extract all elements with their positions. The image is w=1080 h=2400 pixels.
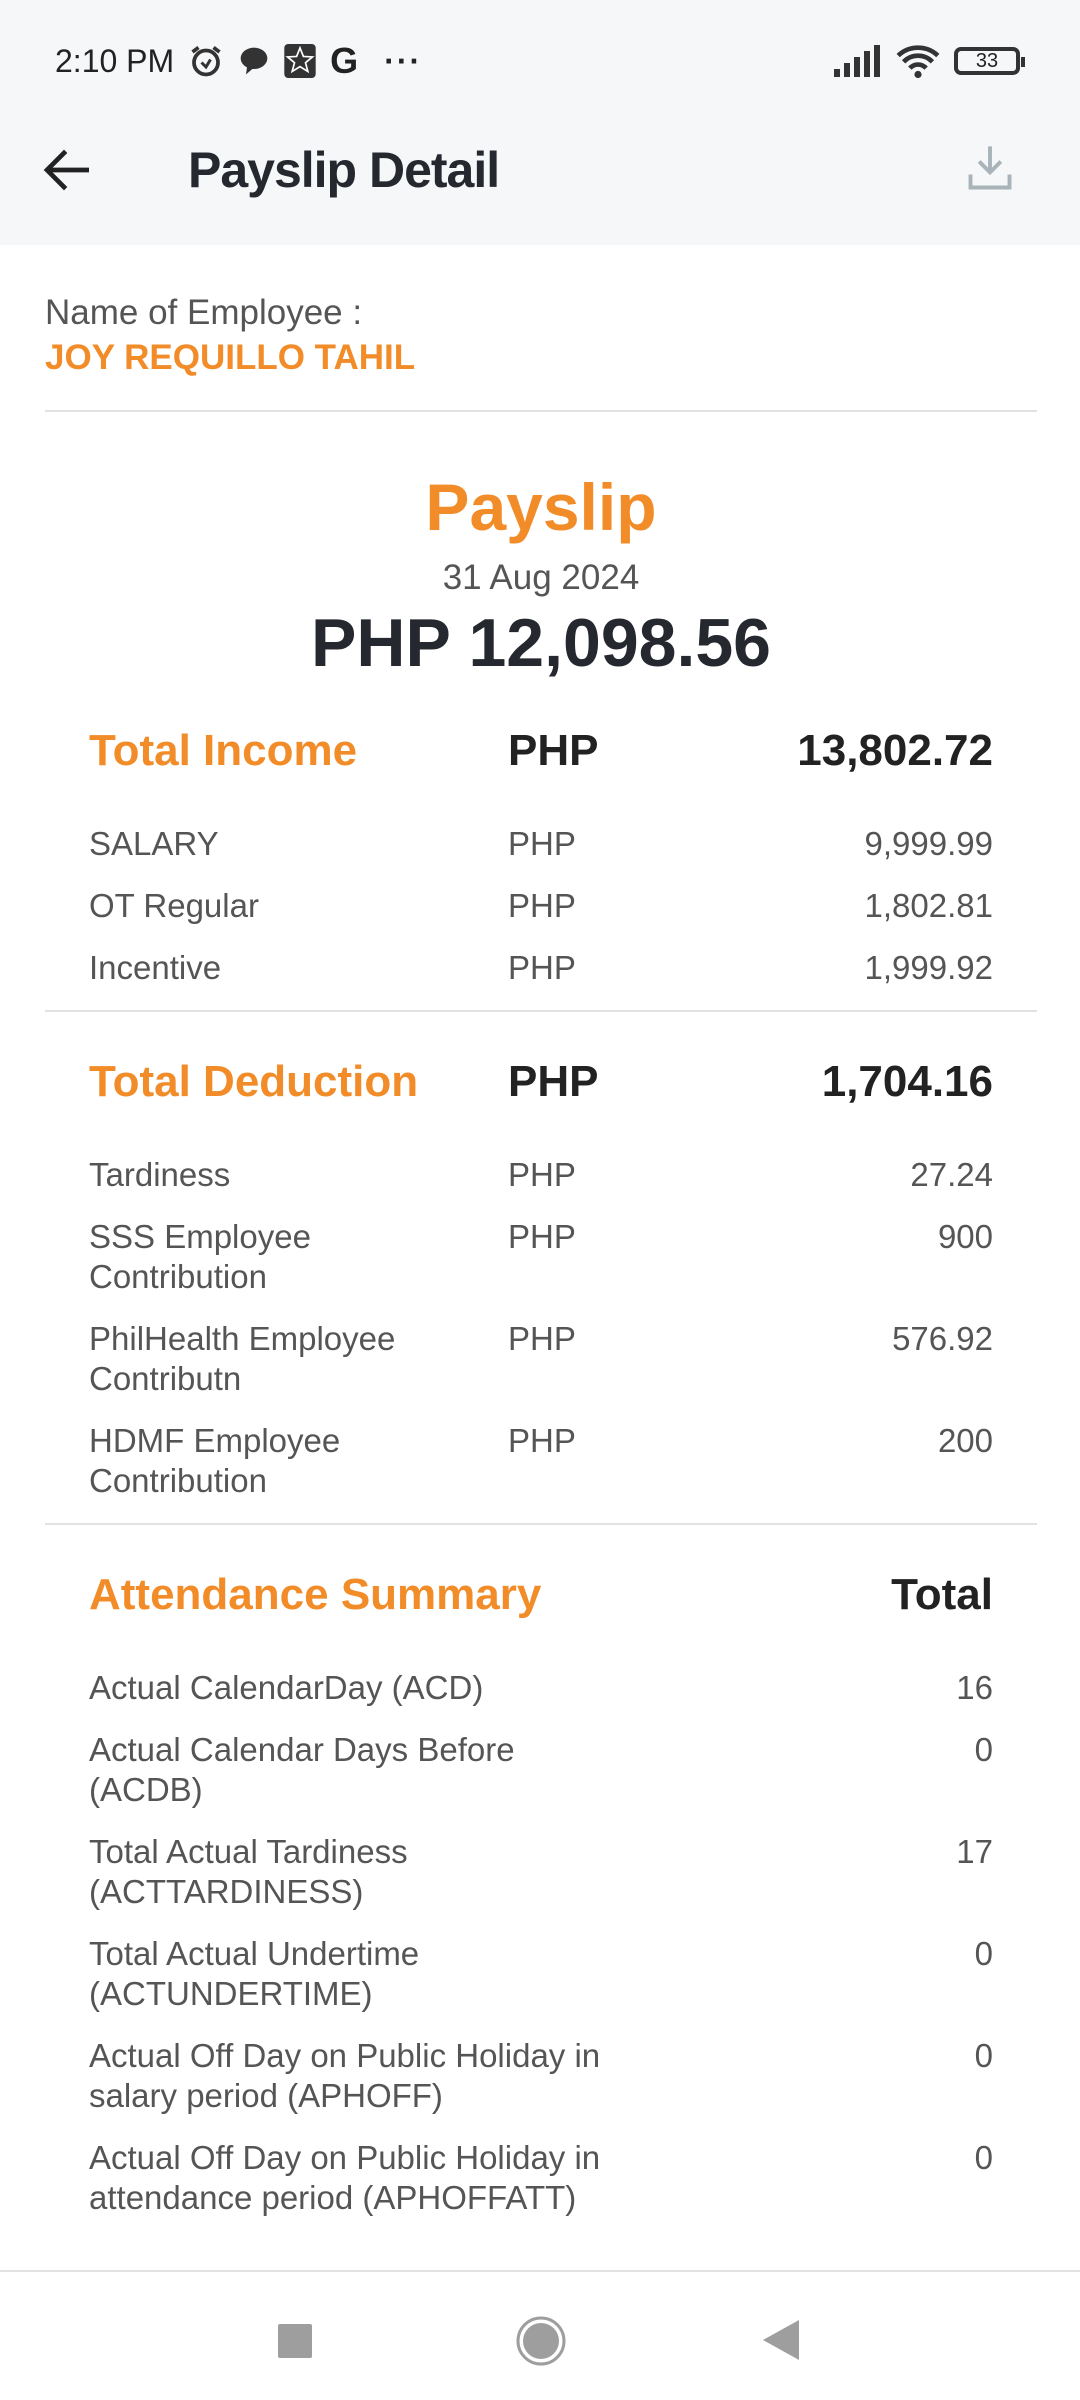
employee-name: JOY REQUILLO TAHIL [45,338,416,377]
system-nav-bar [0,2270,1080,2400]
deduction-currency: PHP [508,1057,599,1106]
back-button[interactable] [763,2320,799,2360]
status-time: 2:10 PM [55,42,175,79]
row-value: 27.24 [910,1156,993,1193]
row-value: 576.92 [892,1320,993,1357]
row-label: SALARY [89,825,219,862]
table-row: Incentive PHP 1,999.92 [89,948,993,1010]
table-row: Actual CalendarDay (ACD) 16 [89,1668,993,1730]
income-total: 13,802.72 [797,726,993,775]
table-row: Tardiness PHP 27.24 [89,1155,993,1217]
deduction-header: Total Deduction PHP 1,704.16 [89,1052,993,1112]
row-currency: PHP [508,825,576,862]
row-currency: PHP [508,887,576,924]
deduction-total: 1,704.16 [821,1057,993,1106]
row-label: Total Actual Undertime (ACTUNDERTIME) [89,1935,420,2012]
table-row: SSS Employee Contribution PHP 900 [89,1217,993,1319]
row-value: 200 [937,1422,993,1459]
row-value: 900 [937,1218,993,1255]
download-icon[interactable] [960,138,1020,198]
payslip-content[interactable]: Name of Employee : JOY REQUILLO TAHIL Pa… [45,245,1037,2270]
chat-icon [238,45,270,77]
deduction-section: Total Deduction PHP 1,704.16 Tardiness PH… [45,1012,1037,1523]
row-currency: PHP [508,1422,576,1459]
wifi-icon [896,43,940,79]
row-value: 0 [974,2037,993,2074]
net-amount: PHP 12,098.56 [311,605,771,681]
table-row: OT Regular PHP 1,802.81 [89,886,993,948]
row-value: 0 [974,1935,993,1972]
page-title: Payslip Detail [188,142,500,198]
row-currency: PHP [508,949,576,986]
row-label: Actual Off Day on Public Holiday in atte… [89,2139,601,2216]
table-row: HDMF Employee Contribution PHP 200 [89,1421,993,1523]
employee-label: Name of Employee : [45,293,363,332]
table-row: PhilHealth Employee Contributn PHP 576.92 [89,1319,993,1421]
row-value: 17 [956,1833,993,1870]
more-icon: ··· [384,42,423,79]
row-currency: PHP [508,1218,576,1255]
row-currency: PHP [508,1156,576,1193]
table-row: SALARY PHP 9,999.99 [89,824,993,886]
table-row: Total Actual Undertime (ACTUNDERTIME) 0 [89,1934,993,2036]
row-label: Tardiness [89,1156,231,1193]
payslip-date: 31 Aug 2024 [442,558,640,597]
battery-icon: 33 [954,47,1025,75]
top-bar: 2:10 PM G ··· 33 Payslip Detail [0,0,1080,245]
row-value: 0 [974,2139,993,2176]
deduction-title: Total Deduction [89,1057,419,1106]
table-row: Actual Off Day on Public Holiday in sala… [89,2036,993,2138]
table-row: Actual Off Day on Public Holiday in atte… [89,2138,993,2240]
row-label: Actual Calendar Days Before (ACDB) [89,1731,515,1808]
row-value: 0 [974,1731,993,1768]
divider [45,410,1037,412]
attendance-section: Attendance Summary Total Actual Calendar… [45,1525,1037,2240]
divider [45,1523,1037,1525]
google-icon: G [330,40,359,81]
row-value: 1,999.92 [864,949,993,986]
row-label: Actual CalendarDay (ACD) [89,1669,484,1706]
app-star-icon [284,44,316,78]
row-currency: PHP [508,1320,576,1357]
table-row: Actual Calendar Days Before (ACDB) 0 [89,1730,993,1832]
attendance-title: Attendance Summary [89,1570,542,1619]
row-label: PhilHealth Employee Contributn [89,1320,396,1397]
income-title: Total Income [89,726,358,775]
row-label: OT Regular [89,887,259,924]
row-value: 9,999.99 [864,825,993,862]
attendance-header: Attendance Summary Total [89,1565,993,1625]
arrow-left-icon[interactable] [38,140,98,200]
table-row: Total Actual Tardiness (ACTTARDINESS) 17 [89,1832,993,1934]
attendance-total-label: Total [891,1570,993,1619]
row-label: Incentive [89,949,222,986]
income-section: Total Income PHP 13,802.72 SALARY PHP 9,99… [45,683,1037,1010]
recents-button[interactable] [278,2324,312,2358]
row-value: 1,802.81 [864,887,993,924]
row-label: Total Actual Tardiness (ACTTARDINESS) [89,1833,408,1910]
app-header: Payslip Detail [0,130,1080,210]
row-label: HDMF Employee Contribution [89,1422,341,1499]
status-bar: 2:10 PM G ··· 33 [55,36,1025,86]
alarm-icon [188,43,224,79]
row-label: Actual Off Day on Public Holiday in sala… [89,2037,601,2114]
row-value: 16 [956,1669,993,1706]
payslip-title: Payslip [425,470,657,544]
home-button[interactable] [515,2315,567,2367]
row-label: SSS Employee Contribution [89,1218,311,1295]
divider [45,1010,1037,1012]
income-currency: PHP [508,726,599,775]
signal-icon [834,45,882,77]
income-header: Total Income PHP 13,802.72 [89,721,993,781]
